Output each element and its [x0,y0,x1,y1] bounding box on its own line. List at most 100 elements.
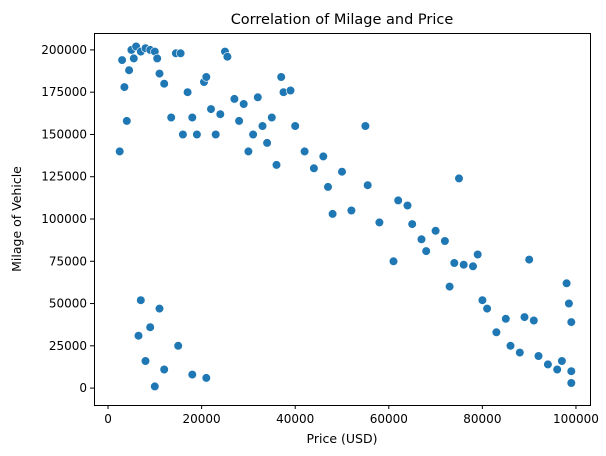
data-point [276,72,286,82]
data-point [360,121,371,131]
data-point [150,381,160,392]
data-point [183,87,193,97]
x-tick-label: 20000 [183,412,221,426]
data-point [154,304,165,314]
data-point [211,129,221,140]
data-point [421,246,431,256]
x-tick-label: 60000 [370,412,408,426]
data-point [533,351,544,361]
data-point [140,356,151,366]
data-point [201,373,211,383]
plot-frame [94,33,591,406]
data-point [152,53,162,64]
data-point [124,65,134,75]
data-point [159,364,169,375]
data-point [173,341,183,351]
data-point [271,160,282,170]
data-point [239,99,249,109]
data-point [346,205,357,216]
data-point [416,234,427,244]
data-point [187,112,197,123]
data-point [566,317,576,327]
data-point [337,167,347,177]
data-point [323,182,333,192]
data-point [117,55,127,65]
data-point [459,260,469,270]
x-tick-label: 80000 [463,412,501,426]
data-point [133,331,144,341]
data-point [136,295,146,305]
data-point [561,278,572,288]
data-point [477,295,488,305]
data-point [515,348,525,358]
data-point [529,315,539,326]
plot-area [94,33,590,405]
data-point [501,314,511,324]
data-point [285,85,296,96]
data-point [468,261,478,271]
data-point [505,341,516,351]
data-point [431,226,441,236]
data-point [166,112,176,123]
data-point [543,359,553,370]
x-tick-label: 40000 [276,412,314,426]
data-point [519,312,530,322]
data-point [122,116,132,126]
data-point [192,129,202,140]
y-tick-label: 25000 [49,339,87,353]
data-points [115,41,576,392]
x-tick-label: 0 [104,412,112,426]
data-point [374,217,385,227]
data-point [154,68,165,79]
x-axis-ticks: 0 20000 40000 60000 80000 100000 [104,405,599,426]
data-point [243,146,253,156]
data-point [234,116,244,126]
data-point [454,173,464,183]
data-point [206,104,216,114]
data-point [557,356,567,366]
y-tick-label: 0 [79,381,87,395]
data-point [176,48,186,58]
data-point [402,200,413,211]
x-tick-label: 100000 [553,412,599,426]
y-axis-ticks: 0 25000 50000 75000 100000 125000 150000 175000… [41,43,94,395]
data-point [229,94,239,104]
data-point [393,195,403,205]
data-point [222,52,232,62]
data-point [566,366,576,376]
y-tick-label: 75000 [49,254,87,268]
data-point [449,258,459,268]
y-tick-label: 100000 [41,212,87,226]
data-point [119,82,129,92]
data-point [473,249,483,260]
data-point [248,129,258,140]
data-point [290,121,300,131]
y-tick-label: 150000 [41,127,87,141]
data-point [328,209,338,219]
data-point [440,236,450,246]
data-point [267,112,277,123]
data-point [309,163,319,173]
data-point [300,146,310,156]
data-point [491,327,502,337]
data-point [253,92,263,102]
y-tick-label: 125000 [41,170,87,184]
data-point [159,79,169,89]
data-point [564,298,574,309]
data-point [445,282,455,292]
data-point [129,53,139,64]
y-tick-label: 175000 [41,85,87,99]
data-point [482,304,492,314]
data-point [257,121,268,131]
data-point [566,378,576,388]
x-axis-label: Price (USD) [307,431,378,446]
data-point [178,129,188,140]
chart-title: Correlation of Milage and Price [231,12,454,28]
y-axis-label: Milage of Vehicle [9,166,24,272]
data-point [115,146,125,156]
data-point [262,138,272,148]
data-point [145,322,155,332]
y-tick-label: 50000 [49,297,87,311]
data-point [524,255,534,265]
data-point [318,151,328,161]
